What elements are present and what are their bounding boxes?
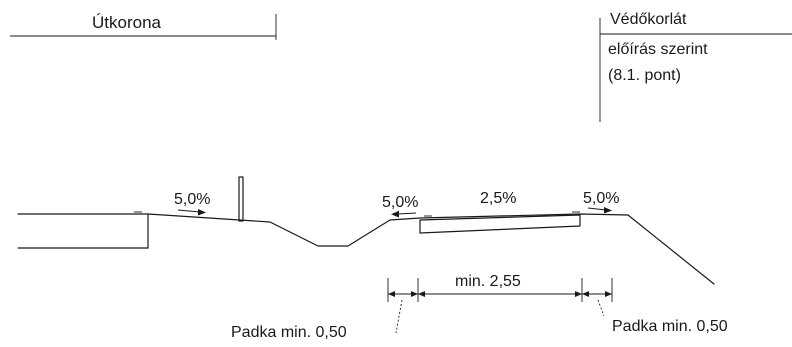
- ground-profile: [147, 213, 715, 285]
- dimension-line: min. 2,55: [387, 273, 613, 302]
- vedokorlat-label: Védőkorlát: [610, 11, 687, 28]
- min-width-label: min. 2,55: [455, 273, 521, 290]
- padka-right-leader: [597, 299, 605, 317]
- left-road-block: [17, 211, 149, 249]
- utkorona-annotation: Útkorona: [10, 13, 277, 40]
- padka-right-label: Padka min. 0,50: [612, 318, 728, 335]
- guardrail-post: [238, 176, 244, 222]
- pont-label: (8.1. pont): [608, 67, 681, 84]
- slope-mid-left-label: 5,0%: [382, 194, 418, 211]
- slope-mid-left: 5,0%: [382, 194, 432, 218]
- carriageway-slab: [419, 214, 581, 234]
- vedokorlat-annotation: Védőkorlát előírás szerint (8.1. pont): [599, 11, 792, 122]
- slope-carriage: 2,5%: [480, 190, 516, 207]
- slope-left: 5,0%: [174, 191, 210, 216]
- eloiras-label: előírás szerint: [608, 41, 708, 58]
- utkorona-label: Útkorona: [92, 13, 162, 32]
- padka-left-leader: [395, 299, 403, 334]
- slope-right-label: 5,0%: [583, 190, 619, 207]
- slope-left-label: 5,0%: [174, 191, 210, 208]
- slope-carriage-label: 2,5%: [480, 190, 516, 207]
- padka-left-label: Padka min. 0,50: [231, 324, 347, 341]
- slope-right: 5,0%: [572, 190, 619, 214]
